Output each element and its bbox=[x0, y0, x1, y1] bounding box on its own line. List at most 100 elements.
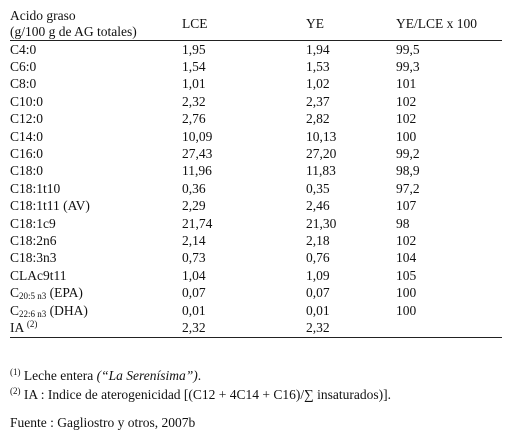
cell-fatty-acid: C14:0 bbox=[10, 128, 182, 145]
table-row: C16:0 27,43 27,20 99,2 bbox=[10, 145, 502, 162]
footnote-1-text: Leche entera bbox=[20, 368, 97, 383]
fatty-acid-name-superscript: (2) bbox=[26, 318, 38, 329]
cell-lce: 2,29 bbox=[182, 198, 206, 214]
cell-fatty-acid: C18:2n6 bbox=[10, 232, 182, 249]
cell-ratio: 100 bbox=[396, 128, 417, 144]
fatty-acid-name: C18:1c9 bbox=[10, 215, 56, 231]
table-row: C14:0 10,09 10,13 100 bbox=[10, 128, 502, 145]
cell-ratio: 100 bbox=[396, 302, 417, 318]
table-row: C18:1t10 0,36 0,35 97,2 bbox=[10, 180, 502, 197]
fatty-acid-name: C18:3n3 bbox=[10, 250, 57, 266]
footnote-1-marker: (1) bbox=[10, 367, 21, 377]
cell-ye: 10,13 bbox=[306, 128, 337, 144]
header-lce: LCE bbox=[182, 16, 208, 31]
cell-ratio: 101 bbox=[396, 76, 417, 92]
cell-lce: 27,43 bbox=[182, 146, 213, 162]
cell-fatty-acid: IA (2) bbox=[10, 319, 182, 337]
cell-ratio: 107 bbox=[396, 198, 417, 214]
cell-fatty-acid: C12:0 bbox=[10, 111, 182, 128]
cell-ye: 0,07 bbox=[306, 285, 330, 301]
footnote-2: (2) IA : Indice de aterogenicidad [(C12 … bbox=[10, 385, 505, 404]
fatty-acid-name-subscript: 22:6 n3 bbox=[19, 308, 47, 319]
cell-lce: 11,96 bbox=[182, 163, 212, 179]
cell-ye: 2,32 bbox=[306, 319, 330, 335]
fatty-acid-name-suffix: (EPA) bbox=[46, 285, 83, 301]
footnote-2-text: IA : Indice de aterogenicidad [(C12 + 4C… bbox=[20, 387, 392, 402]
footnote-1-brand: (“La Serenísima”) bbox=[96, 368, 198, 383]
cell-lce: 0,01 bbox=[182, 302, 206, 318]
fatty-acid-name: C16:0 bbox=[10, 146, 44, 162]
fatty-acid-name: C18:0 bbox=[10, 163, 44, 179]
cell-ratio bbox=[396, 319, 502, 337]
fatty-acid-name-base: C bbox=[10, 302, 20, 318]
table-row: C18:1c9 21,74 21,30 98 bbox=[10, 215, 502, 232]
fatty-acid-name: C18:2n6 bbox=[10, 232, 57, 248]
fatty-acid-name: C8:0 bbox=[10, 76, 37, 92]
cell-lce: 2,32 bbox=[182, 93, 206, 109]
cell-ratio: 104 bbox=[396, 250, 417, 266]
cell-fatty-acid: C8:0 bbox=[10, 76, 182, 93]
cell-fatty-acid: C18:3n3 bbox=[10, 250, 182, 267]
table-row: C18:2n6 2,14 2,18 102 bbox=[10, 232, 502, 249]
table-row: C18:0 11,96 11,83 98,9 bbox=[10, 163, 502, 180]
fatty-acid-name: C10:0 bbox=[10, 93, 44, 109]
cell-fatty-acid: C18:1t11 (AV) bbox=[10, 198, 182, 215]
cell-ye: 2,46 bbox=[306, 198, 330, 214]
footnote-1: (1) Leche entera (“La Serenísima”). bbox=[10, 366, 505, 385]
cell-ye: 0,76 bbox=[306, 250, 330, 266]
header-ye: YE bbox=[306, 16, 324, 31]
cell-ratio: 99,5 bbox=[396, 41, 420, 57]
fatty-acid-name: C4:0 bbox=[10, 41, 37, 57]
cell-ye: 0,01 bbox=[306, 302, 330, 318]
header-fatty-acid-title: Acido graso bbox=[10, 8, 76, 23]
cell-fatty-acid: C20:5 n3 (EPA) bbox=[10, 284, 182, 301]
table-row: CLAc9t11 1,04 1,09 105 bbox=[10, 267, 502, 284]
table-row: C6:0 1,54 1,53 99,3 bbox=[10, 58, 502, 75]
table-row: C8:0 1,01 1,02 101 bbox=[10, 76, 502, 93]
cell-ye: 1,94 bbox=[306, 41, 330, 57]
fatty-acid-name-subscript: 20:5 n3 bbox=[19, 291, 47, 302]
header-fatty-acid: Acido graso (g/100 g de AG totales) bbox=[10, 8, 182, 41]
cell-ye: 27,20 bbox=[306, 146, 337, 162]
table-row: IA (2) 2,32 2,32 bbox=[10, 319, 502, 338]
cell-lce: 2,14 bbox=[182, 232, 206, 248]
cell-ye: 11,83 bbox=[306, 163, 336, 179]
header-ratio: YE/LCE x 100 bbox=[396, 16, 477, 31]
cell-ye: 2,37 bbox=[306, 93, 330, 109]
table-body: C4:0 1,95 1,94 99,5 C6:0 1,54 1,53 99,3 C8:0 1,01… bbox=[10, 41, 502, 338]
cell-fatty-acid: C16:0 bbox=[10, 145, 182, 162]
cell-ye: 1,02 bbox=[306, 76, 330, 92]
table-row: C4:0 1,95 1,94 99,5 bbox=[10, 41, 502, 59]
fatty-acid-name: C14:0 bbox=[10, 128, 44, 144]
cell-fatty-acid: C4:0 bbox=[10, 41, 182, 59]
cell-fatty-acid: CLAc9t11 bbox=[10, 267, 182, 284]
cell-ratio: 99,3 bbox=[396, 59, 420, 75]
cell-lce: 10,09 bbox=[182, 128, 213, 144]
cell-fatty-acid: C18:1t10 bbox=[10, 180, 182, 197]
cell-ye: 2,82 bbox=[306, 111, 330, 127]
cell-ratio: 99,2 bbox=[396, 146, 420, 162]
cell-fatty-acid: C22:6 n3 (DHA) bbox=[10, 302, 182, 319]
cell-lce: 2,76 bbox=[182, 111, 206, 127]
fatty-acid-name: C12:0 bbox=[10, 111, 44, 127]
footnotes: (1) Leche entera (“La Serenísima”). (2) … bbox=[10, 366, 505, 404]
cell-lce: 1,01 bbox=[182, 76, 206, 92]
table-header: Acido graso (g/100 g de AG totales) LCE … bbox=[10, 8, 502, 41]
cell-lce: 0,73 bbox=[182, 250, 206, 266]
cell-ye: 1,09 bbox=[306, 267, 330, 283]
cell-fatty-acid: C6:0 bbox=[10, 58, 182, 75]
table-row: C12:0 2,76 2,82 102 bbox=[10, 111, 502, 128]
fatty-acid-table: Acido graso (g/100 g de AG totales) LCE … bbox=[10, 8, 502, 338]
source-citation: Fuente : Gagliostro y otros, 2007b bbox=[10, 415, 196, 430]
cell-ratio: 102 bbox=[396, 93, 417, 109]
cell-ratio: 105 bbox=[396, 267, 417, 283]
cell-lce: 21,74 bbox=[182, 215, 213, 231]
cell-ratio: 102 bbox=[396, 232, 417, 248]
cell-ye: 1,53 bbox=[306, 59, 330, 75]
table-row: C22:6 n3 (DHA) 0,01 0,01 100 bbox=[10, 302, 502, 319]
cell-ye: 0,35 bbox=[306, 180, 330, 196]
footnote-1-end: . bbox=[197, 368, 202, 383]
fatty-acid-name-suffix: (DHA) bbox=[46, 302, 88, 318]
cell-lce: 1,54 bbox=[182, 59, 206, 75]
cell-ratio: 102 bbox=[396, 111, 417, 127]
